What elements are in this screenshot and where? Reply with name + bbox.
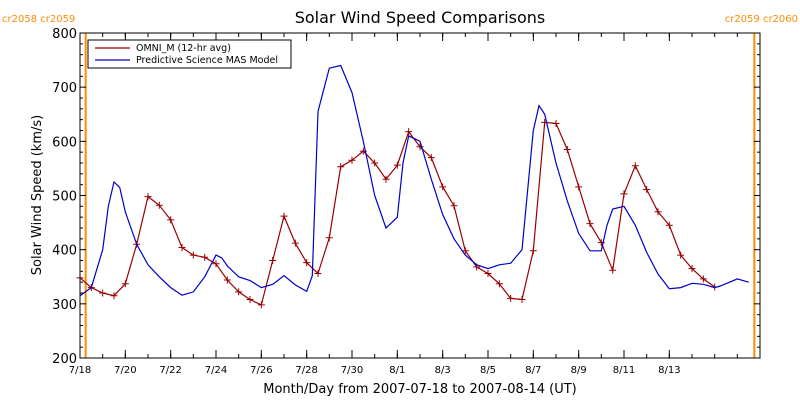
- data-point: [223, 276, 231, 284]
- data-point: [235, 288, 243, 296]
- data-point: [393, 161, 401, 169]
- data-point: [699, 275, 707, 283]
- x-tick-label: 8/9: [571, 365, 587, 376]
- x-tick-label: 7/22: [159, 365, 181, 376]
- data-point: [609, 266, 617, 274]
- x-tick-label: 8/7: [525, 365, 541, 376]
- chart-title: Solar Wind Speed Comparisons: [295, 8, 546, 27]
- legend: OMNI_M (12-hr avg) Predictive Science MA…: [87, 39, 292, 69]
- data-point: [269, 257, 277, 264]
- data-point: [450, 202, 458, 210]
- data-point: [563, 145, 571, 153]
- x-tick-label: 7/26: [250, 365, 272, 376]
- data-point: [631, 162, 639, 170]
- data-point: [495, 280, 503, 288]
- data-point: [643, 186, 651, 194]
- data-point: [291, 239, 299, 247]
- data-point: [110, 292, 118, 300]
- carrington-marker-label: cr2059 cr2060: [725, 14, 798, 25]
- data-point: [337, 163, 345, 171]
- y-axis-label: Solar Wind Speed (km/s): [30, 115, 45, 275]
- data-point: [144, 193, 152, 201]
- x-tick-label: 8/3: [435, 365, 451, 376]
- legend-box: [87, 39, 292, 69]
- data-point: [620, 190, 628, 198]
- data-point: [575, 183, 583, 191]
- data-point: [518, 296, 526, 303]
- data-point: [405, 128, 413, 136]
- data-point: [348, 156, 356, 164]
- y-tick-label: 300: [52, 298, 77, 313]
- data-point: [212, 260, 220, 268]
- series-line-1: [79, 64, 749, 297]
- data-point: [325, 234, 333, 242]
- x-tick-label: 7/28: [295, 365, 317, 376]
- data-point: [507, 294, 515, 302]
- x-tick-label: 8/5: [480, 365, 496, 376]
- data-point: [427, 154, 435, 162]
- data-point: [246, 296, 254, 303]
- data-point: [99, 289, 107, 297]
- data-point: [155, 201, 163, 209]
- x-tick-label: 8/1: [389, 365, 405, 376]
- data-point: [189, 251, 197, 259]
- data-point: [303, 259, 311, 267]
- data-point: [586, 220, 594, 228]
- y-tick-label: 700: [52, 81, 77, 96]
- y-tick-label: 400: [52, 244, 77, 259]
- x-tick-label: 8/13: [658, 365, 680, 376]
- data-point: [371, 159, 379, 167]
- x-tick-label: 8/11: [613, 365, 635, 376]
- data-point: [280, 212, 288, 220]
- x-axis-label: Month/Day from 2007-07-18 to 2007-08-14 …: [263, 382, 576, 397]
- y-tick-label: 500: [52, 190, 77, 205]
- data-point: [654, 208, 662, 216]
- y-axis: 200 300 400 500 600 700 800: [52, 27, 760, 367]
- data-point: [484, 270, 492, 277]
- data-point: [121, 280, 129, 288]
- data-point: [552, 119, 560, 127]
- data-point: [314, 270, 322, 277]
- data-point: [439, 183, 447, 191]
- x-tick-label: 7/20: [114, 365, 136, 376]
- x-tick-label: 7/24: [205, 365, 227, 376]
- data-point: [677, 251, 685, 259]
- x-tick-label: 7/18: [69, 365, 91, 376]
- legend-label-mas: Predictive Science MAS Model: [136, 55, 278, 66]
- x-tick-label: 7/30: [341, 365, 363, 376]
- data-point: [529, 247, 537, 255]
- x-axis: 7/18 7/20 7/22 7/24 7/26 7/28 7/30 8/1 8/3 8/5 8/7…: [69, 33, 761, 376]
- y-tick-label: 800: [52, 27, 77, 42]
- data-point: [688, 265, 696, 273]
- carrington-marker-label: cr2058 cr2059: [2, 14, 75, 25]
- data-point: [178, 244, 186, 251]
- data-point: [382, 175, 390, 183]
- data-point: [257, 301, 265, 309]
- data-point: [201, 253, 209, 261]
- data-point: [167, 216, 175, 224]
- data-point: [665, 221, 673, 229]
- series-layer: [76, 64, 749, 309]
- data-point: [416, 143, 424, 151]
- legend-label-omni: OMNI_M (12-hr avg): [136, 43, 231, 54]
- y-tick-label: 200: [52, 352, 77, 367]
- y-tick-label: 600: [52, 135, 77, 150]
- series-1: [79, 64, 749, 297]
